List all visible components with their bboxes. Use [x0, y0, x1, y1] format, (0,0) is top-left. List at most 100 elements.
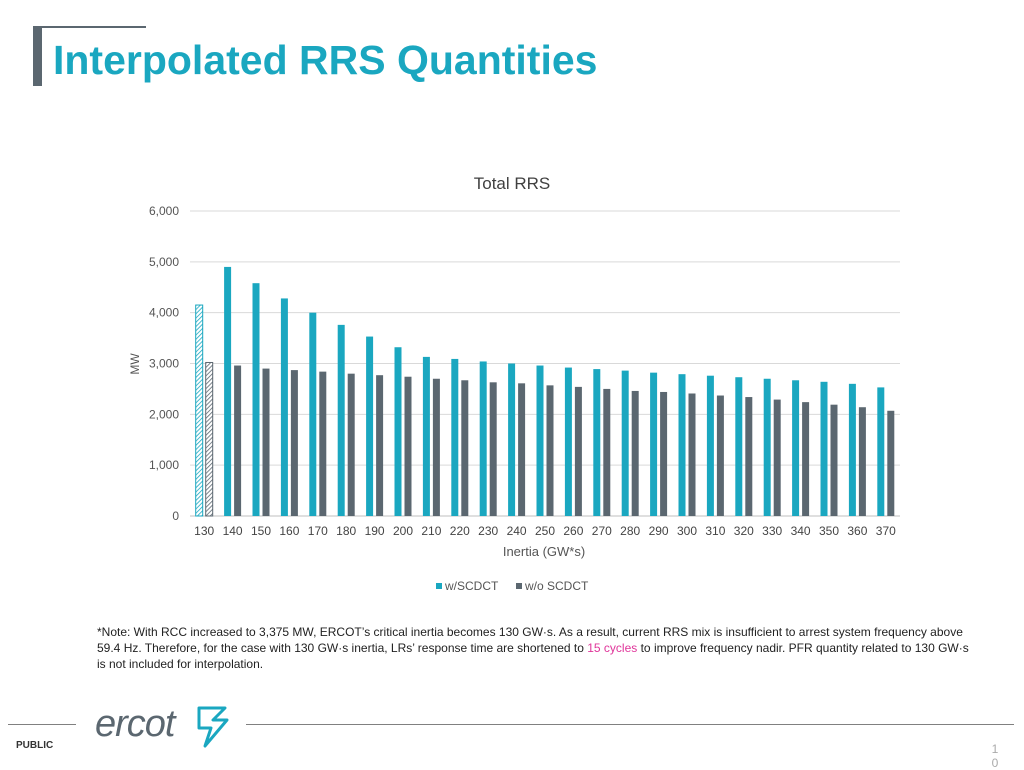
y-tick-label: 6,000 — [149, 204, 179, 218]
bar-wo-scdct — [688, 393, 696, 516]
note-text-2: to improve frequency nadir. PFR quantity… — [97, 641, 969, 671]
legend-swatch — [516, 583, 522, 589]
bar-w-scdct — [848, 383, 856, 516]
bar-wo-scdct — [461, 380, 469, 516]
footer-rule-right — [246, 724, 1014, 725]
x-tick-label: 350 — [819, 524, 839, 538]
x-tick-label: 200 — [393, 524, 413, 538]
bar-w-scdct — [224, 266, 232, 516]
x-tick-label: 230 — [478, 524, 498, 538]
bar-w-scdct — [309, 312, 317, 516]
bar-wo-scdct — [773, 399, 781, 516]
bar-w-scdct — [366, 336, 374, 516]
x-tick-label: 370 — [876, 524, 896, 538]
bar-wo-scdct — [347, 373, 355, 516]
x-tick-label: 220 — [450, 524, 470, 538]
note-text-1: *Note: With RCC increased to 3,375 MW, E… — [97, 625, 963, 655]
y-axis-label: MW — [128, 353, 142, 375]
x-tick-label: 160 — [279, 524, 299, 538]
bar-wo-scdct — [830, 404, 838, 516]
slide-title: Interpolated RRS Quantities — [53, 37, 598, 83]
x-tick-label: 260 — [563, 524, 583, 538]
bar-w-scdct — [195, 304, 204, 517]
public-label: PUBLIC — [16, 740, 54, 751]
y-tick-label: 1,000 — [149, 458, 179, 472]
bar-w-scdct — [735, 377, 743, 516]
x-axis-label: Inertia (GW*s) — [503, 544, 585, 559]
ercot-logo: ercot — [95, 703, 229, 748]
bar-wo-scdct — [518, 383, 526, 516]
page-number: 10 — [991, 742, 999, 770]
title-accent-bar — [33, 26, 42, 86]
bar-wo-scdct — [376, 375, 384, 516]
svg-text:ercot: ercot — [95, 703, 177, 745]
bar-wo-scdct — [262, 368, 270, 516]
y-tick-label: 4,000 — [149, 306, 179, 320]
bar-w-scdct — [706, 375, 714, 516]
bar-wo-scdct — [858, 407, 866, 516]
bar-wo-scdct — [574, 386, 582, 516]
bar-wo-scdct — [745, 397, 753, 516]
chart-legend: w/SCDCT w/o SCDCT — [436, 579, 589, 593]
bar-w-scdct — [280, 298, 288, 516]
x-axis-ticks: 130 140 150 160 170 180 190 200 210 220 230 240 250 2… — [194, 524, 896, 538]
x-tick-label: 360 — [847, 524, 867, 538]
x-tick-label: 150 — [251, 524, 271, 538]
legend-label: w/SCDCT — [444, 579, 499, 593]
footer-rule-left — [8, 724, 76, 725]
bar-w-scdct — [792, 380, 800, 516]
bar-wo-scdct — [603, 388, 611, 516]
bar-wo-scdct — [290, 370, 298, 516]
bar-wo-scdct — [205, 361, 214, 517]
x-tick-label: 210 — [421, 524, 441, 538]
bar-wo-scdct — [404, 376, 412, 516]
title-accent-rule — [42, 26, 146, 28]
x-tick-label: 240 — [507, 524, 527, 538]
y-axis-ticks: 0 1,000 2,000 3,000 4,000 5,000 6,000 — [149, 204, 179, 523]
x-tick-label: 310 — [705, 524, 725, 538]
x-tick-label: 320 — [734, 524, 754, 538]
bar-w-scdct — [536, 365, 544, 516]
note-highlight: 15 cycles — [587, 641, 638, 655]
bar-w-scdct — [564, 367, 572, 516]
bar-w-scdct — [252, 283, 260, 516]
bar-w-scdct — [763, 378, 771, 516]
bar-wo-scdct — [660, 391, 668, 516]
bar-wo-scdct — [546, 385, 554, 516]
bar-w-scdct — [394, 347, 402, 516]
x-tick-label: 290 — [649, 524, 669, 538]
bar-w-scdct — [877, 387, 885, 516]
bar-w-scdct — [650, 372, 658, 516]
x-tick-label: 190 — [365, 524, 385, 538]
bar-wo-scdct — [802, 402, 810, 516]
x-tick-label: 250 — [535, 524, 555, 538]
legend-label: w/o SCDCT — [524, 579, 589, 593]
bar-wo-scdct — [716, 395, 724, 516]
bar-w-scdct — [422, 356, 430, 516]
legend-swatch — [436, 583, 442, 589]
bar-w-scdct — [678, 374, 686, 516]
y-tick-label: 5,000 — [149, 255, 179, 269]
x-tick-label: 130 — [194, 524, 214, 538]
total-rrs-chart: Total RRS 0 1,000 2,000 3,000 4,000 5,000 6,00… — [128, 174, 900, 593]
bar-w-scdct — [479, 361, 487, 516]
bar-w-scdct — [621, 370, 629, 516]
x-tick-label: 280 — [620, 524, 640, 538]
bar-wo-scdct — [631, 390, 639, 516]
bar-w-scdct — [508, 363, 516, 516]
y-tick-label: 0 — [172, 509, 179, 523]
x-tick-label: 330 — [762, 524, 782, 538]
y-tick-label: 2,000 — [149, 407, 179, 421]
x-tick-label: 140 — [223, 524, 243, 538]
bar-w-scdct — [593, 369, 601, 516]
bar-w-scdct — [820, 381, 828, 516]
bar-wo-scdct — [319, 371, 327, 516]
x-tick-label: 270 — [592, 524, 612, 538]
bar-wo-scdct — [234, 365, 242, 516]
x-tick-label: 300 — [677, 524, 697, 538]
bar-wo-scdct — [432, 378, 440, 516]
grid-lines — [190, 210, 900, 517]
bar-w-scdct — [337, 324, 345, 516]
x-tick-label: 180 — [336, 524, 356, 538]
x-tick-label: 170 — [308, 524, 328, 538]
